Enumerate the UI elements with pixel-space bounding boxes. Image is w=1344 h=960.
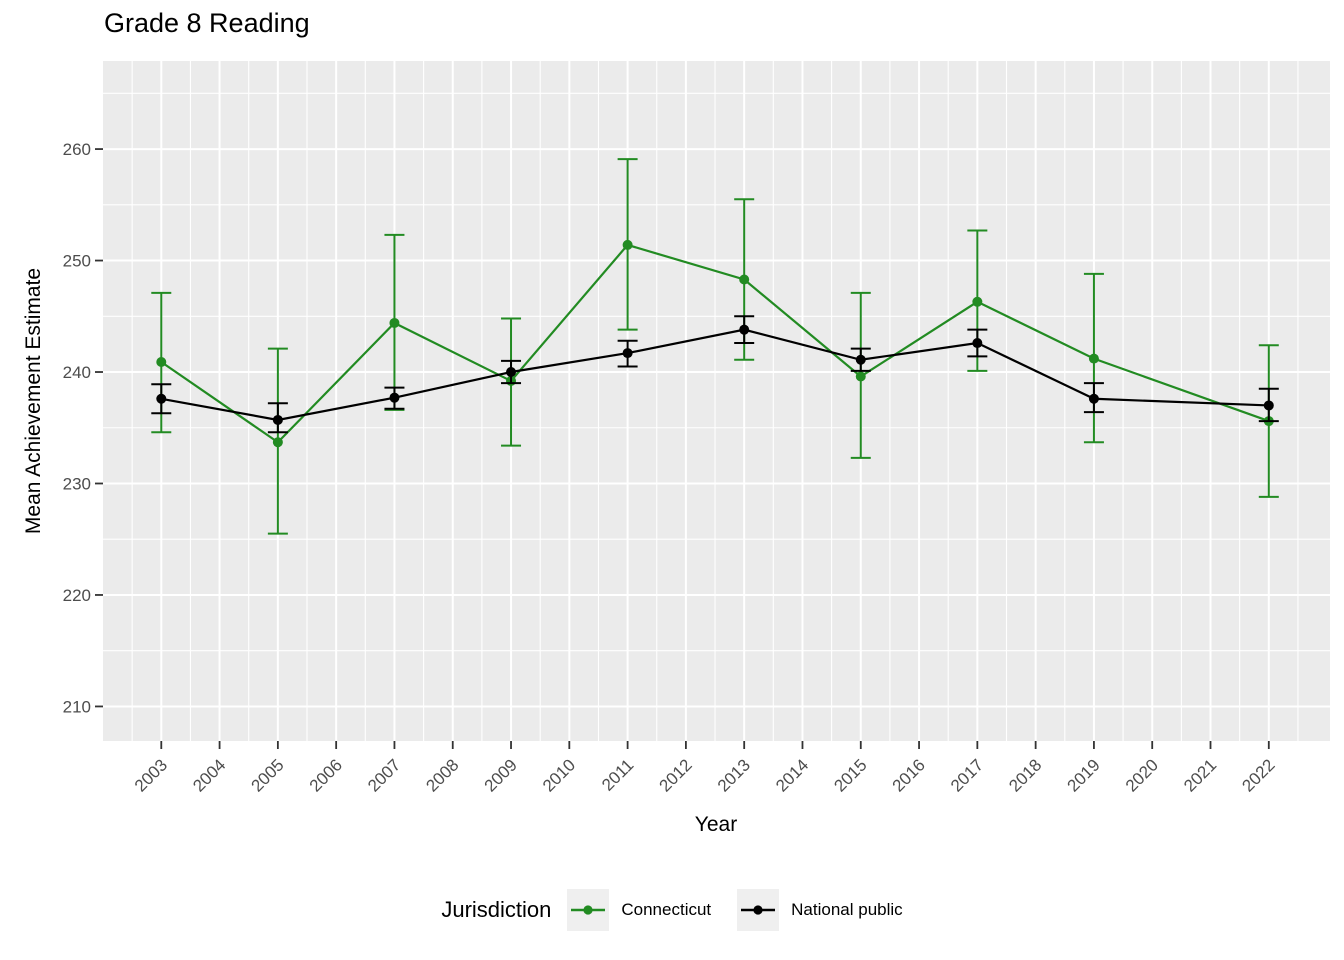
y-tick-label-260: 260: [63, 140, 91, 159]
y-tick-label-210: 210: [63, 697, 91, 716]
y-tick-label-220: 220: [63, 586, 91, 605]
y-axis-title: Mean Achievement Estimate: [22, 267, 45, 535]
y-tick-label-230: 230: [63, 474, 91, 493]
point-national-public-2005: [272, 414, 283, 425]
legend-label-national-public: National public: [791, 900, 903, 919]
point-connecticut-2011: [622, 239, 633, 250]
x-tick-label-2010: 2010: [539, 755, 579, 795]
point-national-public-2017: [972, 338, 983, 349]
point-national-public-2003: [156, 393, 167, 404]
point-national-public-2009: [506, 367, 517, 378]
legend-key-national-public-icon: [737, 889, 780, 931]
plot-title: Grade 8 Reading: [104, 8, 310, 38]
x-tick-label-2015: 2015: [830, 755, 870, 795]
legend-item-connecticut: Connecticut: [567, 889, 711, 931]
x-tick-label-2021: 2021: [1180, 755, 1220, 795]
x-tick-label-2006: 2006: [306, 755, 346, 795]
y-tick-label-240: 240: [63, 363, 91, 382]
point-national-public-2013: [739, 324, 750, 335]
x-tick-label-2004: 2004: [189, 755, 229, 795]
point-connecticut-2019: [1088, 353, 1099, 364]
point-connecticut-2017: [972, 296, 983, 307]
x-tick-label-2003: 2003: [131, 755, 171, 795]
legend-item-national-public: National public: [737, 889, 903, 931]
point-connecticut-2007: [389, 317, 400, 328]
point-national-public-2015: [855, 354, 866, 365]
point-connecticut-2003: [156, 356, 167, 367]
x-tick-label-2019: 2019: [1064, 755, 1104, 795]
legend-title: Jurisdiction: [441, 897, 552, 922]
x-tick-label-2011: 2011: [598, 755, 637, 794]
point-connecticut-2013: [739, 274, 750, 285]
x-tick-label-2014: 2014: [772, 755, 812, 795]
point-connecticut-2015: [855, 371, 866, 382]
x-tick-label-2005: 2005: [248, 755, 288, 795]
x-tick-label-2022: 2022: [1238, 755, 1278, 795]
legend-key-connecticut-icon: [567, 889, 610, 931]
series-line-national-public: [161, 328, 1269, 422]
point-national-public-2019: [1088, 393, 1099, 404]
x-axis-title: Year: [694, 813, 738, 836]
x-tick-label-2017: 2017: [947, 755, 987, 795]
x-tick-label-2007: 2007: [364, 755, 404, 795]
point-national-public-2022: [1263, 400, 1274, 411]
point-national-public-2011: [622, 348, 633, 359]
legend: Jurisdiction Connecticut National public: [0, 884, 1344, 936]
series-line-connecticut: [160, 243, 1270, 444]
x-tick-label-2016: 2016: [889, 755, 929, 795]
y-tick-label-250: 250: [63, 252, 91, 271]
x-tick-label-2018: 2018: [1005, 755, 1045, 795]
x-tick-label-2009: 2009: [481, 755, 521, 795]
x-tick-label-2008: 2008: [422, 755, 462, 795]
x-tick-label-2020: 2020: [1122, 755, 1162, 795]
point-connecticut-2005: [272, 437, 283, 448]
x-tick-label-2013: 2013: [714, 755, 754, 795]
x-tick-label-2012: 2012: [656, 755, 696, 795]
legend-label-connecticut: Connecticut: [621, 900, 712, 919]
point-national-public-2007: [389, 392, 400, 403]
